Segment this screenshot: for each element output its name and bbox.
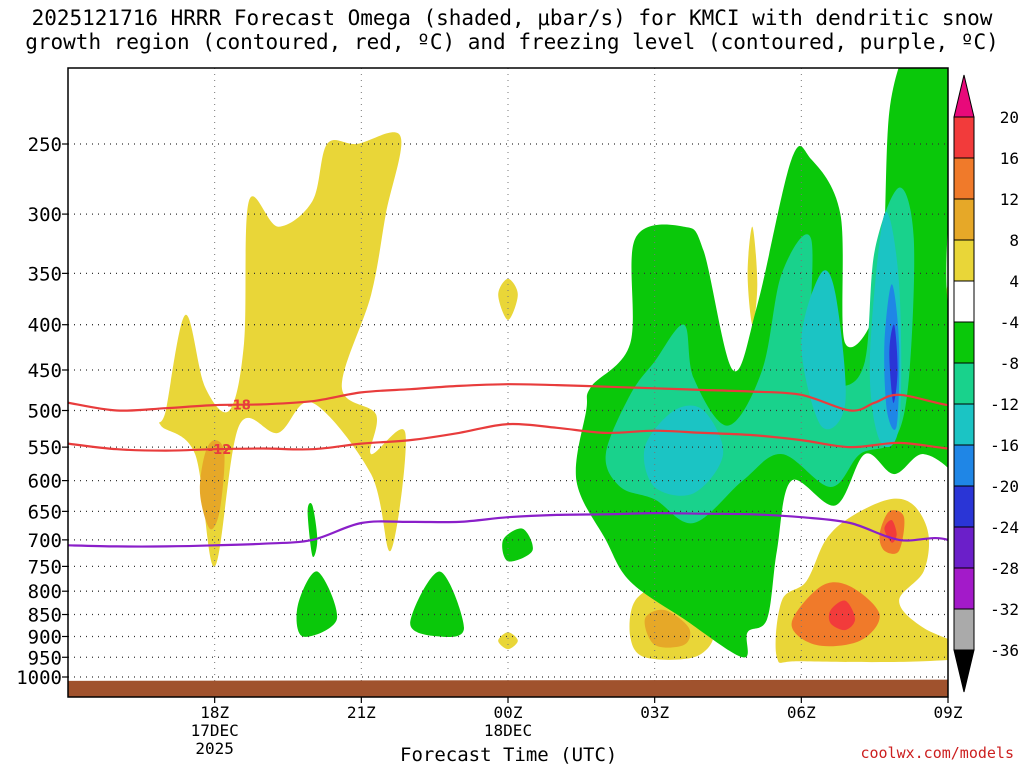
y-tick-label: 400 (28, 315, 62, 337)
colorbar-label: -8 (1000, 354, 1019, 373)
colorbar-label: 8 (1009, 231, 1019, 250)
colorbar-bottom-arrow (953, 649, 975, 693)
contour-line-1 (68, 422, 948, 452)
x-tick-label: 00Z (494, 703, 523, 722)
colorbar-segment (953, 157, 975, 200)
omega-region-4 (747, 226, 758, 325)
colorbar: 20 16 12 8 4 -4 -8 -12 -16 -20 -24 -28 -32 -36 (953, 74, 1019, 693)
omega-region-26 (889, 324, 898, 403)
y-tick-label: 1000 (16, 667, 62, 689)
y-tick-label: 700 (28, 530, 62, 552)
colorbar-label: 16 (1000, 149, 1019, 168)
y-tick-label: 550 (28, 437, 62, 459)
ground-surface (68, 679, 948, 697)
contour-line-2 (68, 511, 948, 548)
colorbar-label: -12 (990, 395, 1019, 414)
omega-region-3 (498, 632, 518, 650)
colorbar-label: 4 (1009, 272, 1019, 291)
colorbar-label: -16 (990, 436, 1019, 455)
axes-group: 2503003504004505005506006507007508008509… (16, 67, 963, 758)
x-tick-label: 18DEC (484, 721, 532, 740)
omega-region-20 (982, 245, 999, 374)
colorbar-label: -20 (990, 477, 1019, 496)
colorbar-segment (953, 403, 975, 446)
colorbar-segment (953, 321, 975, 364)
colorbar-label: -32 (990, 600, 1019, 619)
chart-title: 2025121716 HRRR Forecast Omega (shaded, … (0, 6, 1024, 54)
contour-line-0 (68, 383, 948, 412)
omega-region-22 (643, 405, 724, 496)
y-tick-label: 750 (28, 556, 62, 578)
colorbar-label: -28 (990, 559, 1019, 578)
y-tick-label: 900 (28, 626, 62, 648)
x-tick-label: 21Z (347, 703, 376, 722)
y-tick-label: 500 (28, 401, 62, 423)
omega-region-19 (502, 528, 533, 562)
colorbar-label: -24 (990, 518, 1019, 537)
omega-region-0 (159, 132, 406, 567)
y-tick-label: 350 (28, 263, 62, 285)
y-tick-label: 450 (28, 360, 62, 382)
colorbar-segment (953, 116, 975, 159)
colorbar-segment (953, 362, 975, 405)
contour-label: -18 (227, 399, 251, 414)
y-tick-label: 950 (28, 647, 62, 669)
y-tick-label: 650 (28, 501, 62, 523)
colorbar-label: -36 (990, 641, 1019, 660)
y-tick-label: 250 (28, 134, 62, 156)
title-line-2: growth region (contoured, red, ºC) and f… (25, 30, 999, 54)
omega-region-17 (307, 502, 318, 558)
colorbar-segment (953, 567, 975, 610)
omega-region-10 (828, 600, 856, 631)
colorbar-top-arrow (953, 74, 975, 118)
x-tick-label: 17DEC (191, 721, 239, 740)
y-tick-label: 850 (28, 605, 62, 627)
colorbar-segment (953, 485, 975, 528)
credit-link[interactable]: coolwx.com/models (860, 744, 1014, 762)
omega-region-1 (199, 440, 225, 530)
x-tick-label: 03Z (640, 703, 669, 722)
y-tick-label: 800 (28, 581, 62, 603)
omega-region-18 (410, 571, 464, 637)
colorbar-segment (953, 280, 975, 323)
title-line-1: 2025121716 HRRR Forecast Omega (shaded, … (31, 6, 993, 30)
y-tick-label: 600 (28, 471, 62, 493)
omega-region-23 (801, 270, 846, 430)
y-tick-label: 300 (28, 204, 62, 226)
plot-group: -18 -12 (68, 68, 999, 697)
x-tick-label: 18Z (200, 703, 229, 722)
x-tick-label: 09Z (934, 703, 963, 722)
contour-label: -12 (208, 443, 232, 458)
omega-region-2 (498, 278, 518, 320)
x-axis-label: Forecast Time (UTC) (400, 744, 618, 766)
colorbar-segment (953, 239, 975, 282)
x-tick-label: 2025 (195, 739, 234, 758)
colorbar-segment (953, 444, 975, 487)
colorbar-segment (953, 198, 975, 241)
omega-region-16 (296, 571, 338, 637)
omega-region-6 (644, 609, 691, 648)
colorbar-label: -4 (1000, 313, 1019, 332)
colorbar-segment (953, 608, 975, 651)
colorbar-label: 12 (1000, 190, 1019, 209)
colorbar-segment (953, 526, 975, 569)
colorbar-label: 20 (1000, 108, 1019, 127)
x-tick-label: 06Z (787, 703, 816, 722)
